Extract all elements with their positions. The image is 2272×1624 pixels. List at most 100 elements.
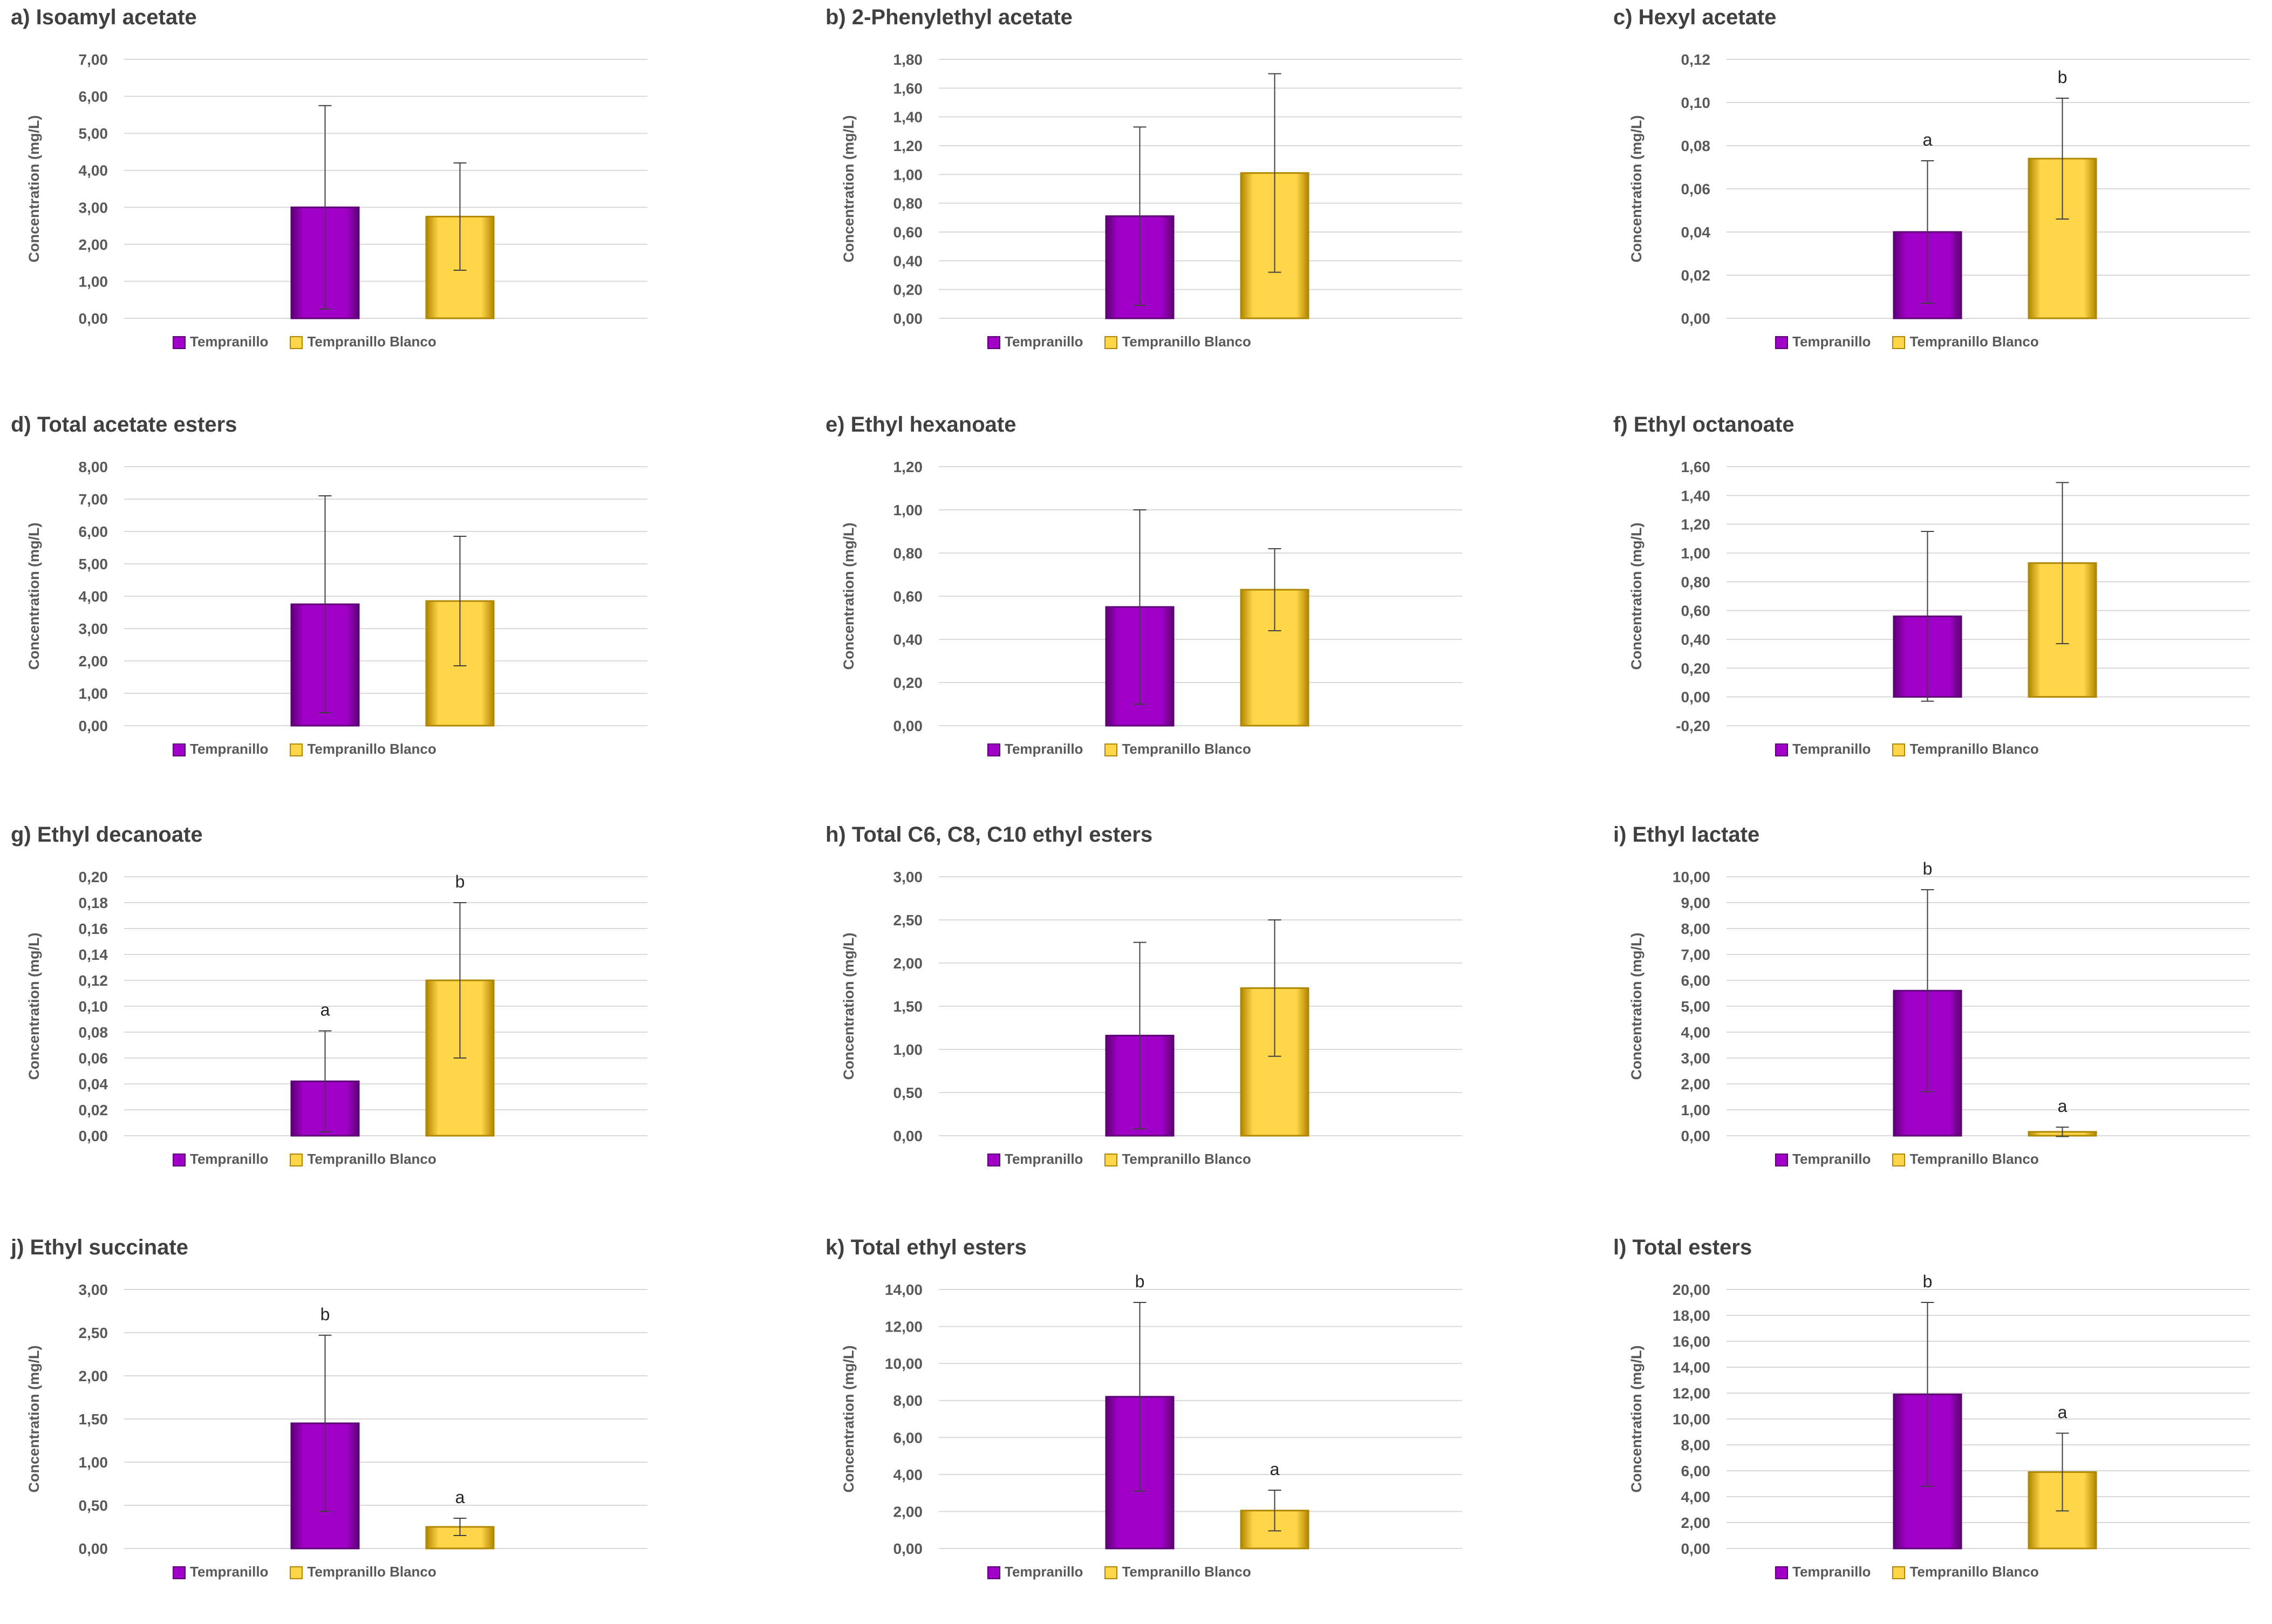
chart-legend: Tempranillo Tempranillo Blanco [173, 333, 458, 350]
chart-plot: 0,00 2,00 4,00 6,00 8,00 10,00 12,00 14,00 Conce… [841, 1272, 1462, 1557]
y-tick-label: 8,00 [1681, 920, 1711, 937]
y-tick-label: 1,60 [893, 80, 923, 97]
chart-plot: -0,20 0,00 0,20 0,40 0,60 0,80 1,00 1,20 1,40 1,6… [1628, 459, 2250, 734]
y-tick-label: 0,00 [1681, 1128, 1711, 1144]
significance-letter: a [1923, 130, 1933, 149]
chart-legend: Tempranillo Tempranillo Blanco [173, 1564, 458, 1580]
y-tick-label: 0,00 [893, 310, 923, 327]
y-tick-label: 1,00 [893, 166, 923, 183]
chart-title: l) Total esters [1613, 1236, 1752, 1259]
y-tick-label: 1,80 [893, 51, 923, 68]
y-axis-label: Concentration (mg/L) [26, 115, 42, 263]
y-tick-label: 0,02 [79, 1102, 108, 1118]
chart-legend: Tempranillo Tempranillo Blanco [987, 1151, 1273, 1168]
y-axis-label: Concentration (mg/L) [841, 523, 857, 670]
significance-letter: a [1270, 1459, 1280, 1479]
chart-title: h) Total C6, C8, C10 ethyl esters [825, 823, 1153, 847]
legend-item: Tempranillo [173, 1564, 268, 1580]
y-tick-label: 0,14 [79, 946, 108, 963]
chart-panel: g) Ethyl decanoate 0,00 0,02 0,04 0,06 0,08 0,… [11, 823, 766, 1211]
y-tick-label: 0,06 [1681, 181, 1711, 197]
y-tick-label: 1,00 [79, 1454, 108, 1471]
legend-item: Tempranillo [1775, 1564, 1871, 1580]
y-tick-label: 2,50 [893, 912, 923, 929]
legend-item: Tempranillo Blanco [1104, 1151, 1251, 1168]
chart-legend: Tempranillo Tempranillo Blanco [1775, 1564, 2061, 1580]
legend-swatch-tempranillo [987, 1154, 1000, 1167]
y-tick-label: 0,10 [1681, 94, 1711, 111]
chart-plot: 0,00 0,20 0,40 0,60 0,80 1,00 1,20 Concentratio… [841, 459, 1462, 734]
y-tick-label: 0,00 [1681, 310, 1711, 327]
legend-item: Tempranillo [173, 1151, 268, 1168]
significance-letter: a [2058, 1402, 2068, 1422]
legend-item: Tempranillo [987, 1564, 1083, 1580]
y-tick-label: 4,00 [893, 1466, 923, 1483]
y-tick-label: 1,40 [893, 109, 923, 126]
y-tick-label: 0,00 [79, 1128, 108, 1144]
legend-item: Tempranillo [1775, 333, 1871, 350]
y-tick-label: 6,00 [79, 88, 108, 105]
chart-panel: j) Ethyl succinate 0,00 0,50 1,00 1,50 2,00 2,… [11, 1236, 766, 1624]
y-tick-label: 0,60 [1681, 603, 1711, 619]
y-tick-label: 0,16 [79, 920, 108, 937]
y-tick-label: 0,12 [1681, 51, 1711, 68]
y-tick-label: 0,60 [893, 224, 923, 241]
y-tick-label: 0,20 [79, 869, 108, 885]
y-tick-label: 6,00 [1681, 972, 1711, 989]
y-tick-label: 0,40 [893, 253, 923, 269]
y-tick-label: 2,00 [893, 955, 923, 972]
legend-swatch-tempranillo [173, 1566, 186, 1580]
chart-panel: h) Total C6, C8, C10 ethyl esters 0,00 0,5… [825, 823, 1581, 1211]
y-tick-label: -0,20 [1676, 718, 1710, 734]
legend-swatch-tempranillo [987, 1566, 1000, 1580]
legend-label: Tempranillo [1792, 1151, 1871, 1167]
legend-label: Tempranillo Blanco [1122, 333, 1251, 350]
significance-letter: b [320, 1305, 330, 1324]
chart-title: c) Hexyl acetate [1613, 5, 1777, 29]
chart-panel: f) Ethyl octanoate -0,20 0,00 0,20 0,40 0,60 0… [1613, 413, 2272, 801]
chart-plot: 0,00 0,50 1,00 1,50 2,00 2,50 3,00 Concentratio… [841, 869, 1462, 1144]
chart-title: b) 2-Phenylethyl acetate [825, 5, 1073, 29]
y-tick-label: 10,00 [1673, 1411, 1710, 1428]
y-axis-label: Concentration (mg/L) [26, 523, 42, 670]
y-tick-label: 5,00 [79, 125, 108, 142]
legend-item: Tempranillo Blanco [1104, 741, 1251, 758]
chart-legend: Tempranillo Tempranillo Blanco [173, 1151, 458, 1168]
legend-label: Tempranillo [190, 1151, 269, 1167]
y-tick-label: 9,00 [1681, 895, 1711, 911]
y-tick-label: 2,50 [79, 1325, 108, 1341]
chart-plot: 0,00 1,00 2,00 3,00 4,00 5,00 6,00 7,00 8,00 Conc… [26, 459, 647, 734]
chart-legend: Tempranillo Tempranillo Blanco [1775, 1151, 2061, 1168]
y-axis-label: Concentration (mg/L) [1628, 115, 1645, 263]
chart-title: i) Ethyl lactate [1613, 823, 1760, 847]
y-tick-label: 0,04 [1681, 224, 1711, 241]
y-tick-label: 7,00 [79, 491, 108, 508]
legend-item: Tempranillo [173, 333, 268, 350]
chart-plot: 0,00 1,00 2,00 3,00 4,00 5,00 6,00 7,00 Concentr… [26, 51, 647, 327]
chart-plot: 0,00 0,50 1,00 1,50 2,00 2,50 3,00 Concentratio… [26, 1281, 647, 1557]
y-tick-label: 0,06 [79, 1050, 108, 1067]
chart-panel: e) Ethyl hexanoate 0,00 0,20 0,40 0,60 0,80 1,… [825, 413, 1581, 801]
y-tick-label: 0,00 [79, 1540, 108, 1557]
legend-label: Tempranillo [1792, 741, 1871, 757]
legend-swatch-tempranillo [1775, 1566, 1788, 1580]
chart-plot: 0,00 1,00 2,00 3,00 4,00 5,00 6,00 7,00 8,00 9,00… [1628, 859, 2250, 1144]
chart-legend: Tempranillo Tempranillo Blanco [987, 741, 1273, 758]
legend-swatch-tempranillo-blanco [290, 1566, 303, 1580]
y-tick-label: 1,00 [79, 273, 108, 290]
y-tick-label: 7,00 [1681, 946, 1711, 963]
legend-label: Tempranillo Blanco [307, 333, 436, 350]
y-axis-label: Concentration (mg/L) [26, 933, 42, 1080]
y-tick-label: 12,00 [885, 1319, 923, 1335]
y-tick-label: 14,00 [885, 1281, 923, 1298]
chart-legend: Tempranillo Tempranillo Blanco [173, 741, 458, 758]
y-tick-label: 4,00 [1681, 1024, 1711, 1041]
y-tick-label: 1,20 [893, 459, 923, 475]
y-tick-label: 20,00 [1673, 1281, 1710, 1298]
y-tick-label: 0,80 [893, 545, 923, 562]
y-tick-label: 0,00 [893, 1128, 923, 1144]
y-tick-label: 5,00 [79, 556, 108, 572]
chart-panel: c) Hexyl acetate 0,00 0,02 0,04 0,06 0,08 0,10… [1613, 5, 2272, 394]
legend-label: Tempranillo Blanco [1909, 1564, 2039, 1580]
y-tick-label: 1,00 [79, 685, 108, 702]
